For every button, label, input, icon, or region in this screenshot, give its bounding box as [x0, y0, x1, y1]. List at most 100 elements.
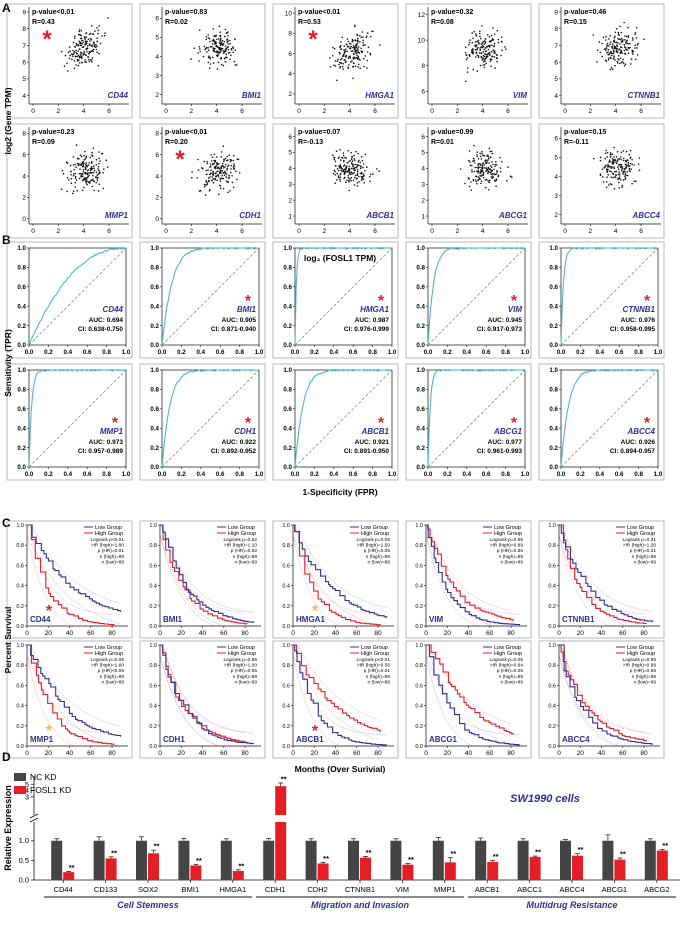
data-point [340, 172, 342, 175]
bar-nc-kd [93, 840, 105, 880]
data-point [625, 48, 627, 50]
roc-curve [294, 247, 393, 346]
data-point [81, 39, 83, 42]
km-stat: n (high)=89 [499, 554, 524, 560]
km-stat: HR (high)=0.64 [490, 663, 523, 669]
y-tick-label: 0.6 [282, 563, 290, 569]
data-point [360, 47, 363, 50]
data-point [476, 44, 478, 46]
data-point [360, 171, 363, 174]
data-point [486, 34, 489, 36]
legend-low: Low Group [627, 645, 654, 651]
data-point [342, 165, 345, 167]
y-tick-label: 6 [421, 89, 425, 96]
data-point [220, 151, 223, 153]
x-tick-label: 0.4 [63, 471, 72, 478]
x-tick-label: 60 [486, 750, 494, 757]
km-stat: n (low)=89 [234, 559, 257, 565]
y-tick-label: 3 [554, 193, 558, 200]
data-point [634, 58, 637, 61]
data-point [78, 59, 80, 61]
x-tick-label: 60 [486, 630, 494, 637]
data-point [81, 43, 84, 45]
data-point [344, 156, 346, 159]
legend-high: High Group [228, 531, 256, 537]
y-tick-label: 5 [288, 150, 292, 157]
data-point [229, 39, 231, 42]
data-point [217, 170, 219, 173]
legend-high: High Group [627, 651, 655, 657]
data-point [497, 38, 500, 41]
data-point [95, 164, 98, 166]
data-point [220, 170, 223, 172]
x-tick-label: 0.2 [310, 471, 319, 478]
data-point [75, 144, 78, 146]
data-point [334, 160, 337, 163]
data-point [362, 166, 364, 169]
data-point [605, 49, 607, 51]
data-point [610, 156, 612, 158]
data-point [222, 162, 224, 165]
data-point [469, 164, 472, 167]
data-point [625, 40, 628, 42]
survival-plot-CDH1: 0 20 40 60 800.00.20.40.60.81.0 Low GroupHigh… [139, 640, 266, 759]
auc-value: AUC: 0.926 [621, 439, 656, 446]
high-group-curve [160, 524, 248, 625]
data-point [635, 180, 637, 182]
low-group-curve-ci-upper [27, 524, 121, 604]
data-point [609, 170, 611, 172]
data-point [346, 45, 349, 48]
data-point [499, 156, 501, 159]
data-point [215, 34, 217, 36]
data-point [357, 50, 359, 52]
data-point [634, 33, 636, 36]
x-tick-label: 0.6 [349, 349, 358, 356]
data-point [223, 160, 225, 163]
data-point [202, 55, 205, 58]
data-point [631, 163, 633, 166]
data-point [348, 168, 351, 170]
data-point [484, 179, 487, 181]
data-point [74, 35, 76, 37]
p-value: p-value=0.15 [564, 129, 606, 136]
data-point [470, 181, 472, 183]
panel-frame [6, 640, 133, 759]
data-point [91, 57, 94, 59]
y-tick-label: 3 [288, 182, 292, 189]
data-point [80, 175, 82, 177]
data-point [353, 53, 355, 55]
low-group-curve-ci-lower [292, 525, 387, 627]
data-point [356, 172, 359, 175]
data-point [96, 45, 98, 47]
data-point [344, 50, 347, 53]
data-point [609, 43, 611, 45]
high-group-curve-ci-lower [26, 525, 113, 627]
data-point [223, 174, 226, 176]
x-tick-label: 0.2 [443, 349, 452, 356]
data-point [344, 171, 347, 173]
data-point [355, 56, 358, 59]
survival-plot-MMP1: 0 20 40 60 800.00.20.40.60.81.0 Low GroupHigh… [6, 640, 133, 759]
roc-plot-CD44: 0.00.00.20.20.40.40.60.60.80.81.01.0CD44… [6, 241, 133, 359]
y-tick-label: 0.0 [16, 744, 24, 750]
data-point [360, 36, 363, 39]
data-point [347, 176, 350, 179]
data-point [219, 35, 222, 38]
data-point [204, 194, 207, 196]
y-tick-label: 0.4 [416, 303, 425, 310]
x-tick-label: 0.0 [424, 471, 433, 478]
data-point [626, 171, 629, 173]
data-point [362, 44, 365, 47]
y-tick-label: 4 [22, 173, 26, 180]
data-point [339, 61, 341, 64]
data-point [213, 162, 215, 165]
x-tick-label: 60 [619, 630, 627, 637]
data-point [211, 160, 213, 162]
data-point [208, 190, 211, 192]
data-point [477, 55, 480, 57]
data-point [481, 57, 484, 59]
bar-fosl1-kd [444, 862, 456, 880]
km-stat: HR (high)=1.00 [224, 663, 257, 669]
km-stat: n (low)=89 [633, 679, 656, 685]
